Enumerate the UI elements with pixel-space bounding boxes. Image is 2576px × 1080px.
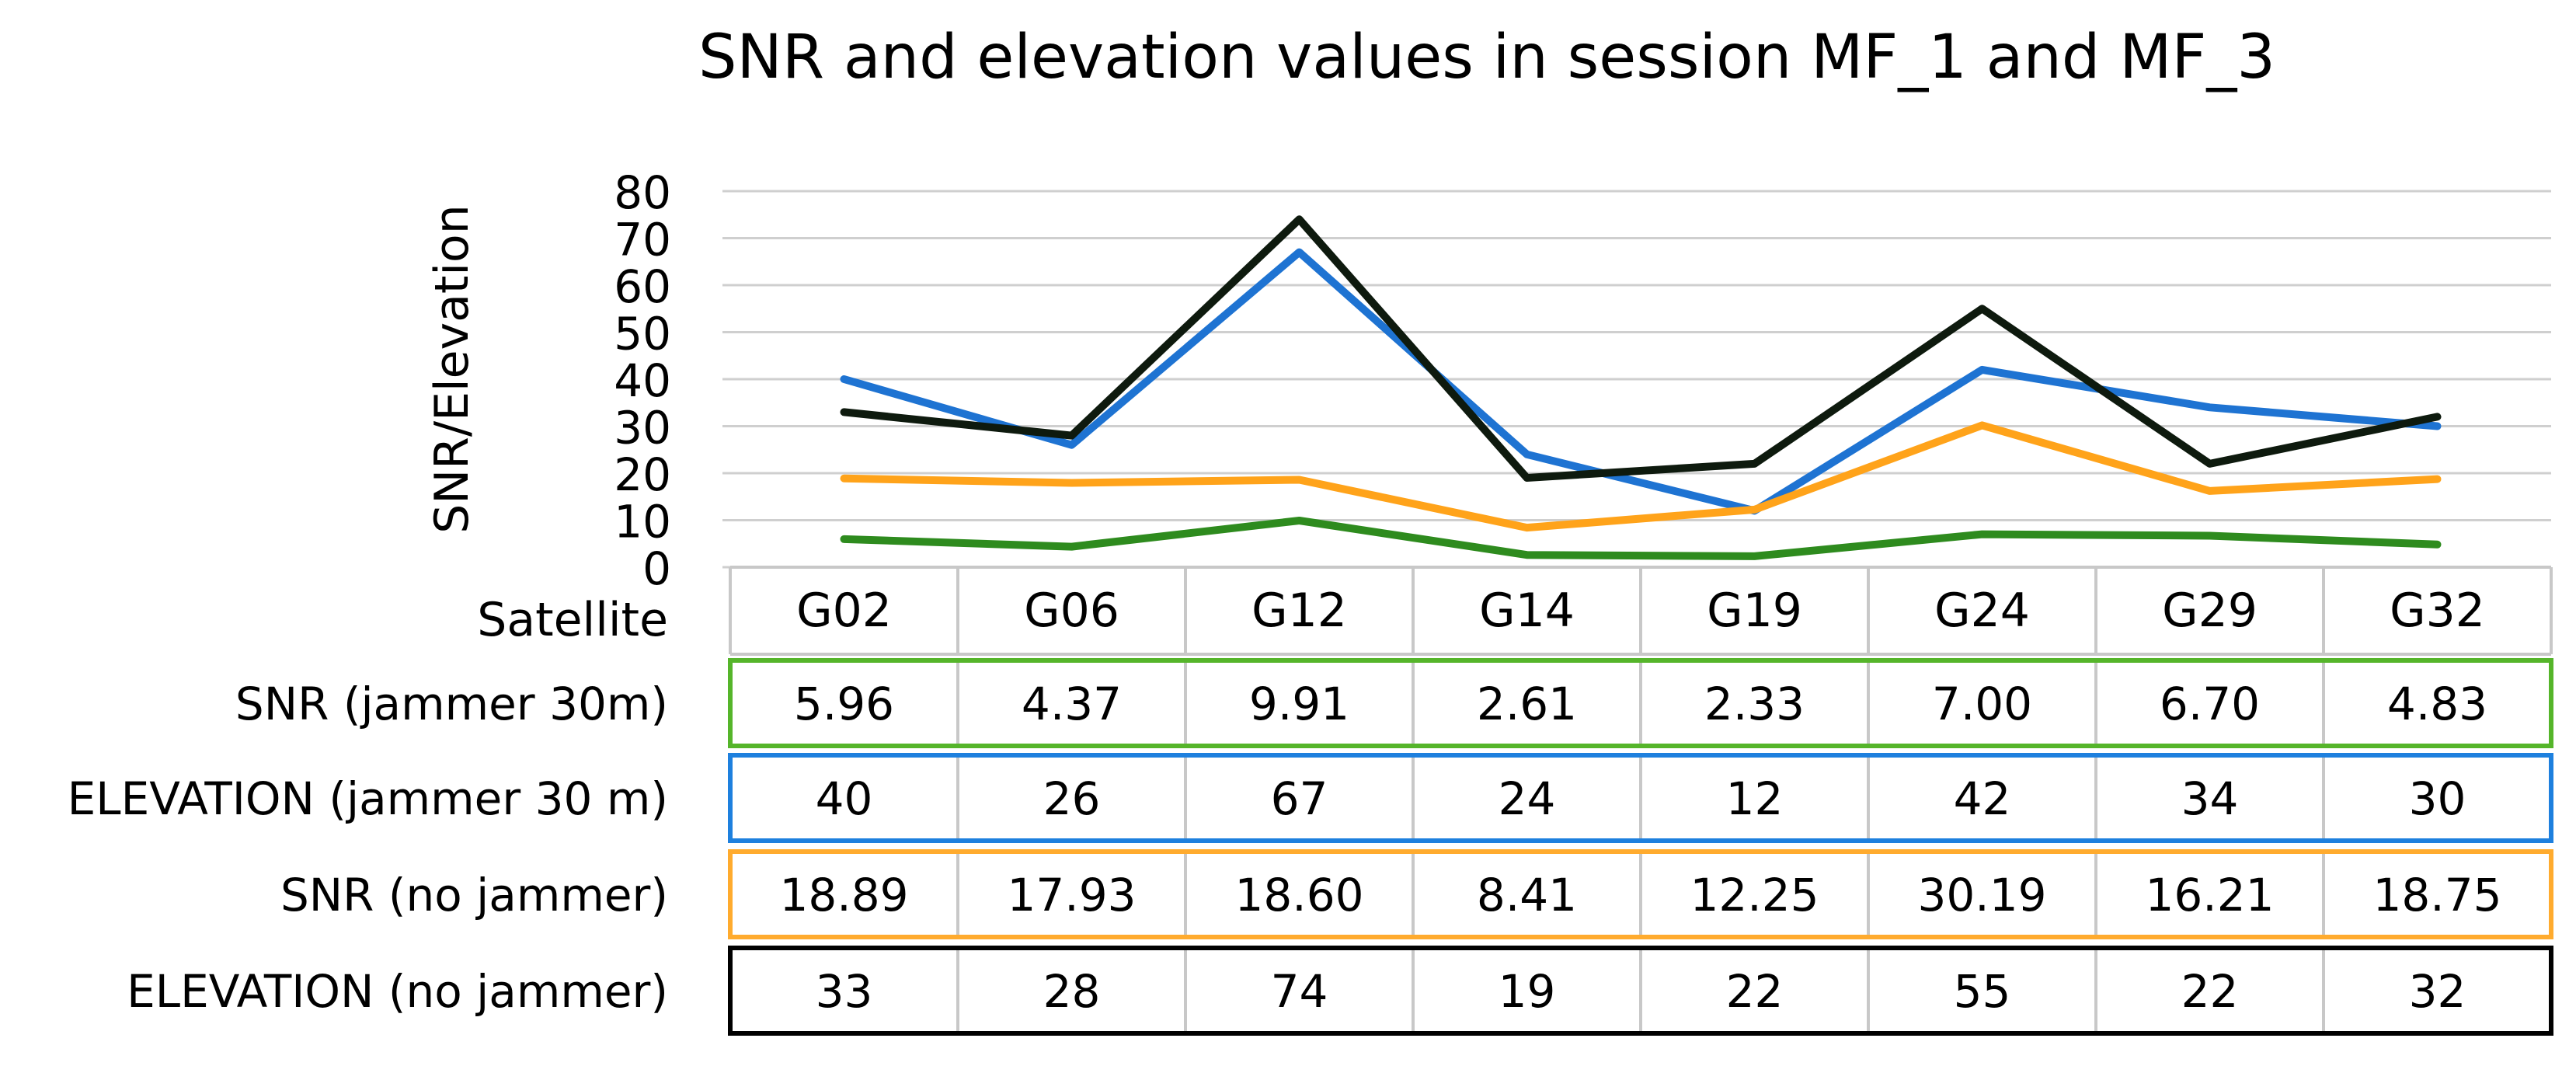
- category-label: G02: [796, 584, 892, 638]
- grid: [722, 190, 2551, 569]
- data-label: 18.89: [779, 869, 908, 921]
- data-label: 22: [2181, 965, 2239, 1018]
- y-tick-label: 20: [614, 448, 671, 501]
- category-label: G12: [1251, 584, 1347, 638]
- data-label: 55: [1954, 965, 2011, 1018]
- data-label: 34: [2181, 772, 2239, 825]
- category-label: G14: [1479, 584, 1575, 638]
- data-label: 30.19: [1917, 869, 2046, 921]
- chart-title: SNR and elevation values in session MF_1…: [698, 23, 2275, 92]
- y-tick-label: 50: [614, 308, 671, 361]
- series-row-border-2: [728, 849, 2553, 939]
- legend-label: SNR (jammer 30m): [235, 678, 668, 730]
- data-label: 9.91: [1249, 678, 1349, 730]
- data-label: 24: [1499, 772, 1556, 825]
- series-line-1: [840, 248, 2442, 515]
- data-label: 7.00: [1932, 678, 2032, 730]
- series-line-0: [840, 517, 2442, 560]
- data-label: 33: [816, 965, 873, 1018]
- data-label: 6.70: [2160, 678, 2260, 730]
- y-axis-label: SNR/Elevation: [425, 204, 479, 534]
- y-tick-label: 70: [614, 214, 671, 267]
- data-label: 22: [1726, 965, 1784, 1018]
- data-label: 2.61: [1477, 678, 1577, 730]
- data-label: 16.21: [2145, 869, 2274, 921]
- data-label: 2.33: [1704, 678, 1805, 730]
- category-label: G06: [1024, 584, 1119, 638]
- category-label: G24: [1934, 584, 2030, 638]
- data-label: 30: [2409, 772, 2466, 825]
- data-label: 8.41: [1477, 869, 1577, 921]
- data-label: 19: [1499, 965, 1556, 1018]
- data-label: 12: [1726, 772, 1784, 825]
- category-label: G32: [2390, 584, 2485, 638]
- data-label: 18.75: [2372, 869, 2501, 921]
- data-label: 40: [816, 772, 873, 825]
- data-label: 12.25: [1690, 869, 1819, 921]
- data-label: 5.96: [794, 678, 894, 730]
- data-label: 67: [1271, 772, 1328, 825]
- series-lines: [840, 215, 2442, 560]
- data-label: 28: [1043, 965, 1101, 1018]
- legend-label: ELEVATION (no jammer): [127, 965, 668, 1018]
- legend-label: ELEVATION (jammer 30 m): [68, 772, 668, 825]
- series-row-border-3: [728, 946, 2553, 1036]
- series-row-border-0: [728, 658, 2553, 748]
- data-label: 32: [2409, 965, 2466, 1018]
- data-label: 18.60: [1234, 869, 1363, 921]
- data-label: 4.83: [2387, 678, 2487, 730]
- series-row-border-1: [728, 753, 2553, 843]
- data-table: Satellite G02 G06 G12 G14 G19 G24 G29 G32 SNR (ja…: [68, 566, 2553, 1036]
- series-line-3: [840, 215, 2442, 482]
- category-label: G29: [2162, 584, 2257, 638]
- data-label: 26: [1043, 772, 1101, 825]
- data-label: 42: [1954, 772, 2011, 825]
- data-label: 17.93: [1007, 869, 1136, 921]
- data-label: 4.37: [1022, 678, 1122, 730]
- legend-label: SNR (no jammer): [280, 869, 668, 921]
- series-line-2: [840, 421, 2442, 532]
- x-axis-label: Satellite: [477, 593, 668, 647]
- y-tick-label: 0: [642, 542, 671, 595]
- y-tick-label: 10: [614, 496, 671, 549]
- y-tick-label: 60: [614, 260, 671, 313]
- data-label: 74: [1271, 965, 1328, 1018]
- category-label: G19: [1707, 584, 1802, 638]
- y-tick-label: 80: [614, 166, 671, 219]
- y-tick-label: 40: [614, 354, 671, 407]
- y-tick-label: 30: [614, 402, 671, 455]
